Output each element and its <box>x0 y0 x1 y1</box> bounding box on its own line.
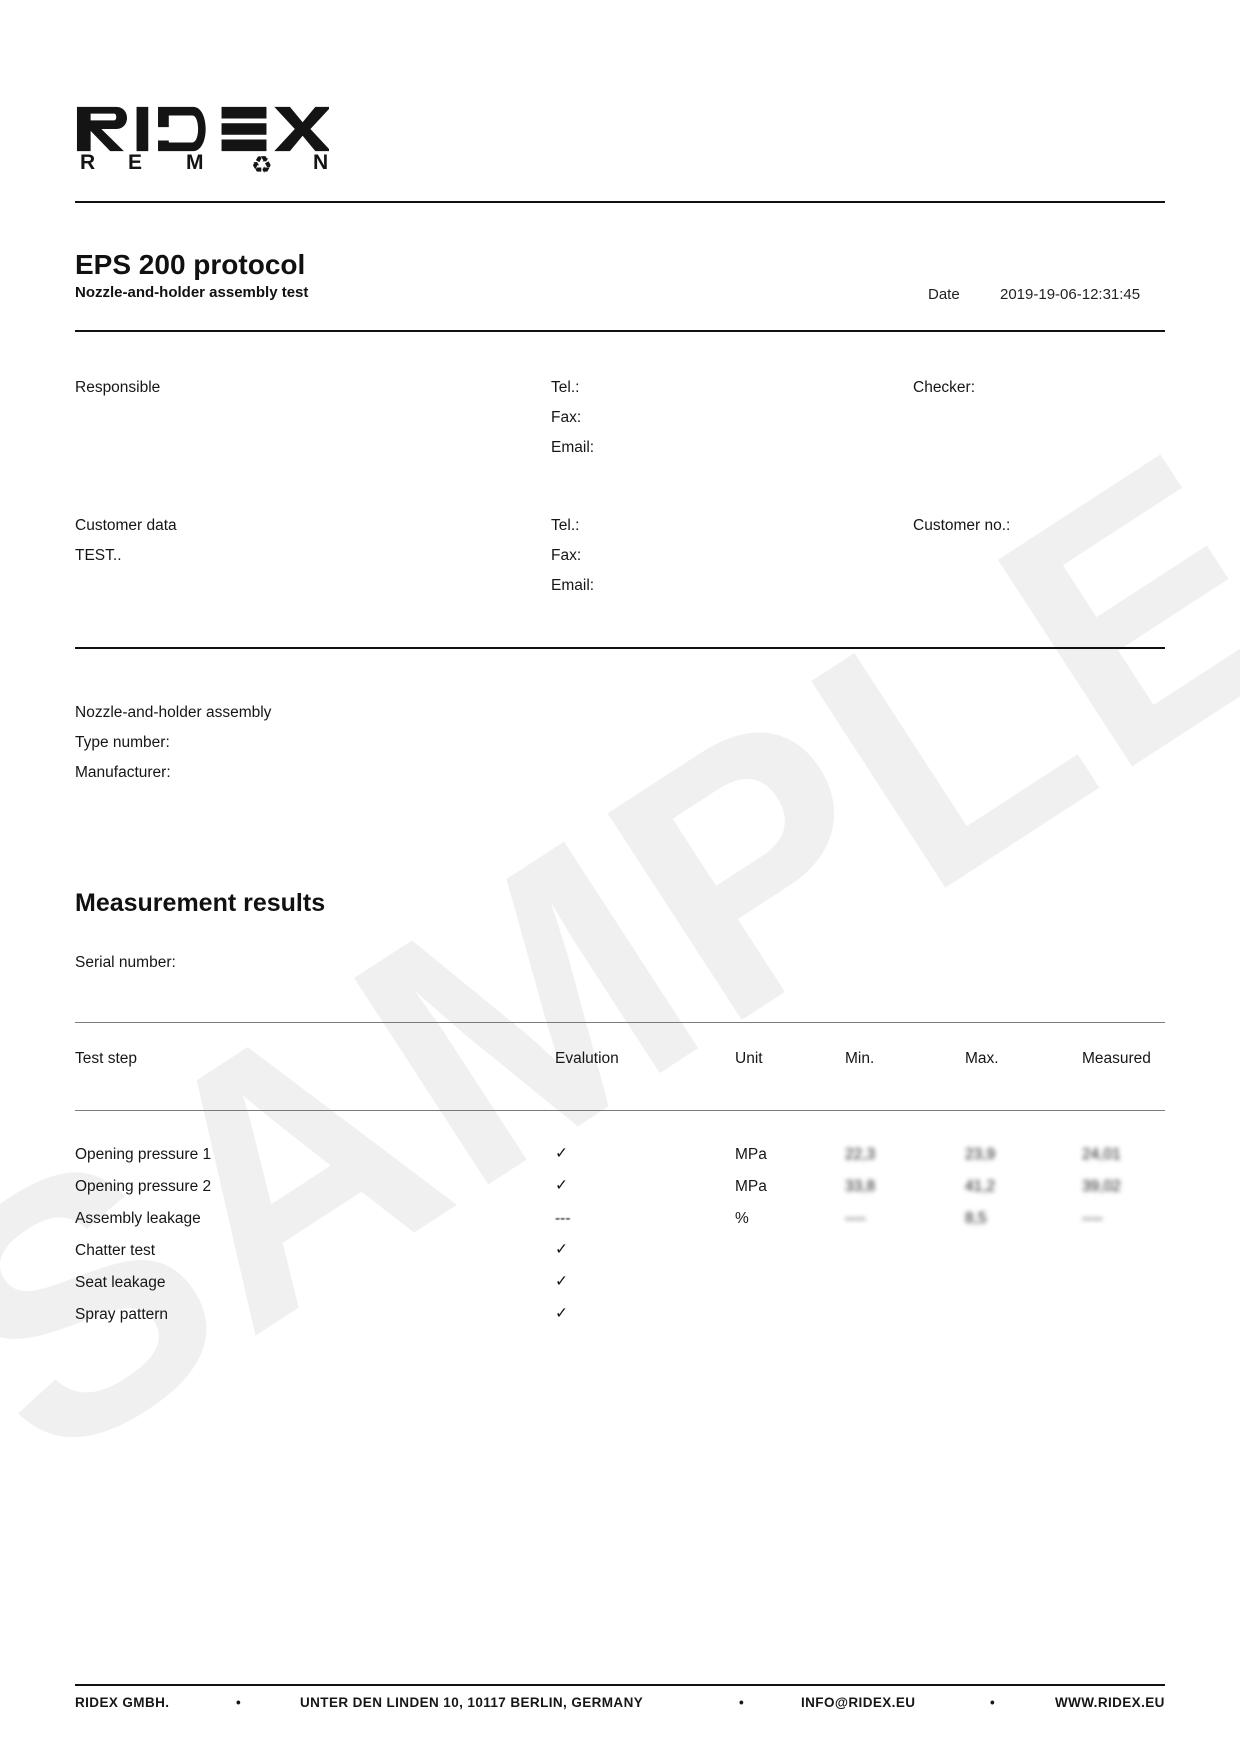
svg-text:SAMPLE: SAMPLE <box>0 375 1240 1536</box>
